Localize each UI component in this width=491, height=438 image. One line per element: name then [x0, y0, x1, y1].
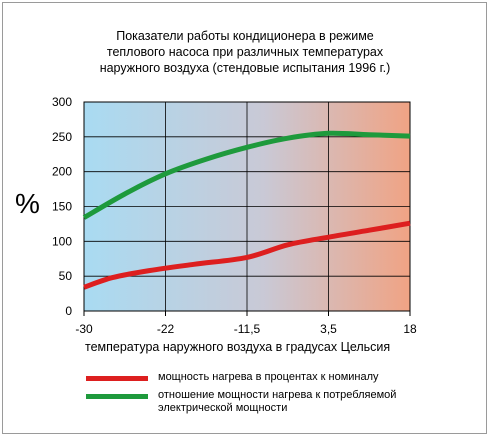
series-line-0	[83, 220, 411, 290]
x-axis-ticks: -30 -22 -11,5 3,5 18	[75, 311, 417, 336]
y-tick-label-2: 100	[52, 234, 72, 248]
series-line-1	[82, 130, 411, 220]
legend-swatch-green	[86, 394, 148, 399]
chart-title-line-2: теплового насоса при различных температу…	[106, 45, 384, 59]
legend-label-green: отношение мощности нагрева к потребляемо…	[158, 389, 397, 414]
x-tick-label-3: 3,5	[320, 322, 337, 336]
legend-item-green: отношение мощности нагрева к потребляемо…	[86, 389, 418, 415]
y-tick-label-6: 300	[52, 95, 72, 109]
legend-item-red: мощность нагрева в процентах к номиналу	[86, 371, 418, 384]
x-tick-label-2: -11,5	[234, 322, 261, 336]
x-tick-label-0: -30	[75, 322, 93, 336]
grid-lines	[84, 102, 410, 311]
x-axis-label: температура наружного воздуха в градусах…	[85, 340, 391, 354]
y-tick-label-3: 150	[52, 200, 72, 214]
y-tick-label-5: 250	[52, 130, 72, 144]
legend-label-red: мощность нагрева в процентах к номиналу	[158, 371, 379, 383]
chart-title: Показатели работы кондиционера в режиме …	[60, 28, 430, 76]
chart-title-line-3: наружного воздуха (стендовые испытания 1…	[99, 61, 391, 75]
x-tick-label-1: -22	[157, 322, 175, 336]
y-axis-label: %	[15, 188, 40, 219]
y-axis-ticks: 0 50 100 150 200 250 300	[52, 95, 72, 318]
series-lines	[82, 130, 411, 290]
x-tick-label-4: 18	[403, 322, 417, 336]
chart-title-line-1: Показатели работы кондиционера в режиме	[116, 29, 374, 43]
y-tick-label-4: 200	[52, 165, 72, 179]
figure-frame	[2, 2, 487, 434]
legend-swatch-red	[86, 376, 148, 381]
y-tick-label-1: 50	[59, 269, 73, 283]
y-tick-label-0: 0	[65, 304, 72, 318]
